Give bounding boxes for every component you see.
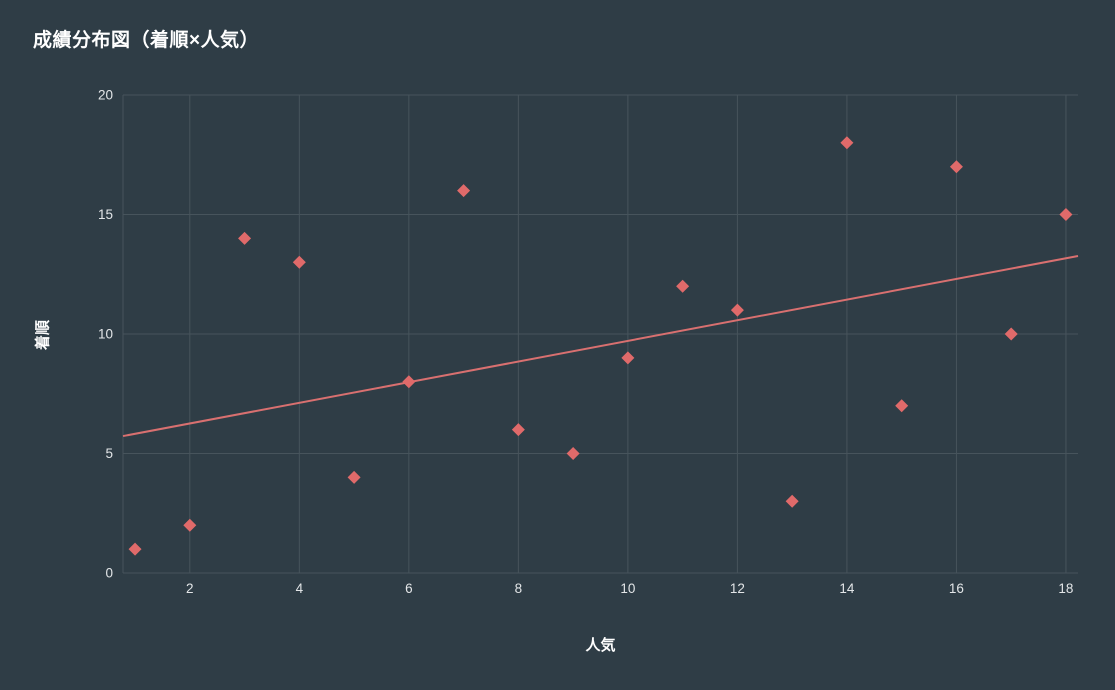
data-point[interactable] xyxy=(785,494,799,508)
trendline xyxy=(122,255,1079,438)
x-tick-label: 18 xyxy=(1058,581,1073,596)
data-point[interactable] xyxy=(292,255,306,269)
data-point[interactable] xyxy=(730,303,744,317)
data-point[interactable] xyxy=(676,279,690,293)
y-tick-label: 10 xyxy=(98,327,113,342)
y-tick-label: 0 xyxy=(105,566,113,581)
data-point[interactable] xyxy=(511,423,525,437)
data-point[interactable] xyxy=(457,184,471,198)
y-tick-label: 20 xyxy=(98,88,113,103)
x-tick-label: 10 xyxy=(620,581,635,596)
data-point[interactable] xyxy=(238,231,252,245)
data-point[interactable] xyxy=(566,447,580,460)
x-tick-label: 4 xyxy=(296,581,304,596)
data-point[interactable] xyxy=(949,160,963,174)
y-axis-title: 着順 xyxy=(34,319,52,351)
data-point[interactable] xyxy=(347,470,361,484)
data-point[interactable] xyxy=(183,518,197,532)
y-tick-label: 5 xyxy=(105,446,113,461)
data-point[interactable] xyxy=(128,542,142,556)
x-tick-label: 14 xyxy=(839,581,855,596)
x-axis-title: 人気 xyxy=(585,637,616,654)
chart-title: 成績分布図（着順×人気） xyxy=(33,30,260,51)
x-tick-label: 8 xyxy=(515,581,523,596)
data-point[interactable] xyxy=(895,399,909,413)
data-point[interactable] xyxy=(621,351,635,365)
x-tick-label: 2 xyxy=(186,581,194,596)
data-point[interactable] xyxy=(402,375,416,389)
x-tick-label: 6 xyxy=(405,581,413,596)
data-point[interactable] xyxy=(1004,327,1018,341)
data-point[interactable] xyxy=(1059,208,1073,221)
data-point[interactable] xyxy=(840,136,854,150)
x-tick-label: 12 xyxy=(730,581,745,596)
y-tick-label: 15 xyxy=(98,207,113,222)
x-tick-label: 16 xyxy=(949,581,964,596)
